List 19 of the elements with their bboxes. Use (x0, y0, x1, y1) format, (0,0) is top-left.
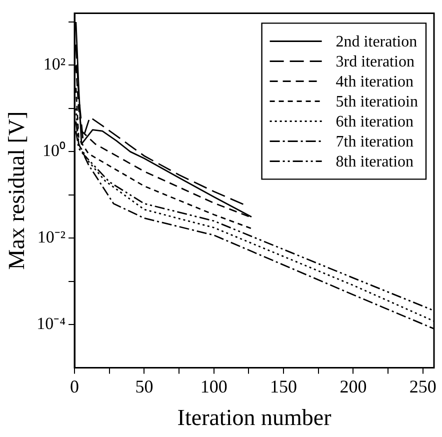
y-tick-label: 10² (43, 54, 66, 74)
legend-label: 6th iteration (336, 113, 414, 130)
x-tick-label: 50 (135, 376, 154, 396)
legend-label: 5th iteratioin (336, 93, 418, 110)
legend-label: 3rd iteration (336, 53, 414, 70)
y-tick-label: 10⁻² (37, 228, 66, 247)
legend-label: 7th iteration (336, 133, 414, 150)
x-tick-label: 150 (270, 376, 298, 396)
y-tick-label: 10⁰ (42, 141, 66, 160)
legend-label: 8th iteration (336, 153, 414, 170)
x-axis-title: Iteration number (177, 405, 332, 430)
x-tick-label: 200 (340, 376, 367, 396)
y-tick-label: 10⁻⁴ (36, 314, 66, 334)
x-tick-label: 250 (409, 376, 436, 396)
x-tick-label: 0 (70, 376, 80, 396)
legend-label: 4th iteration (336, 73, 414, 90)
y-axis-title: Max residual [V] (4, 111, 29, 270)
x-tick-label: 100 (200, 376, 228, 396)
legend-label: 2nd iteration (336, 33, 418, 50)
